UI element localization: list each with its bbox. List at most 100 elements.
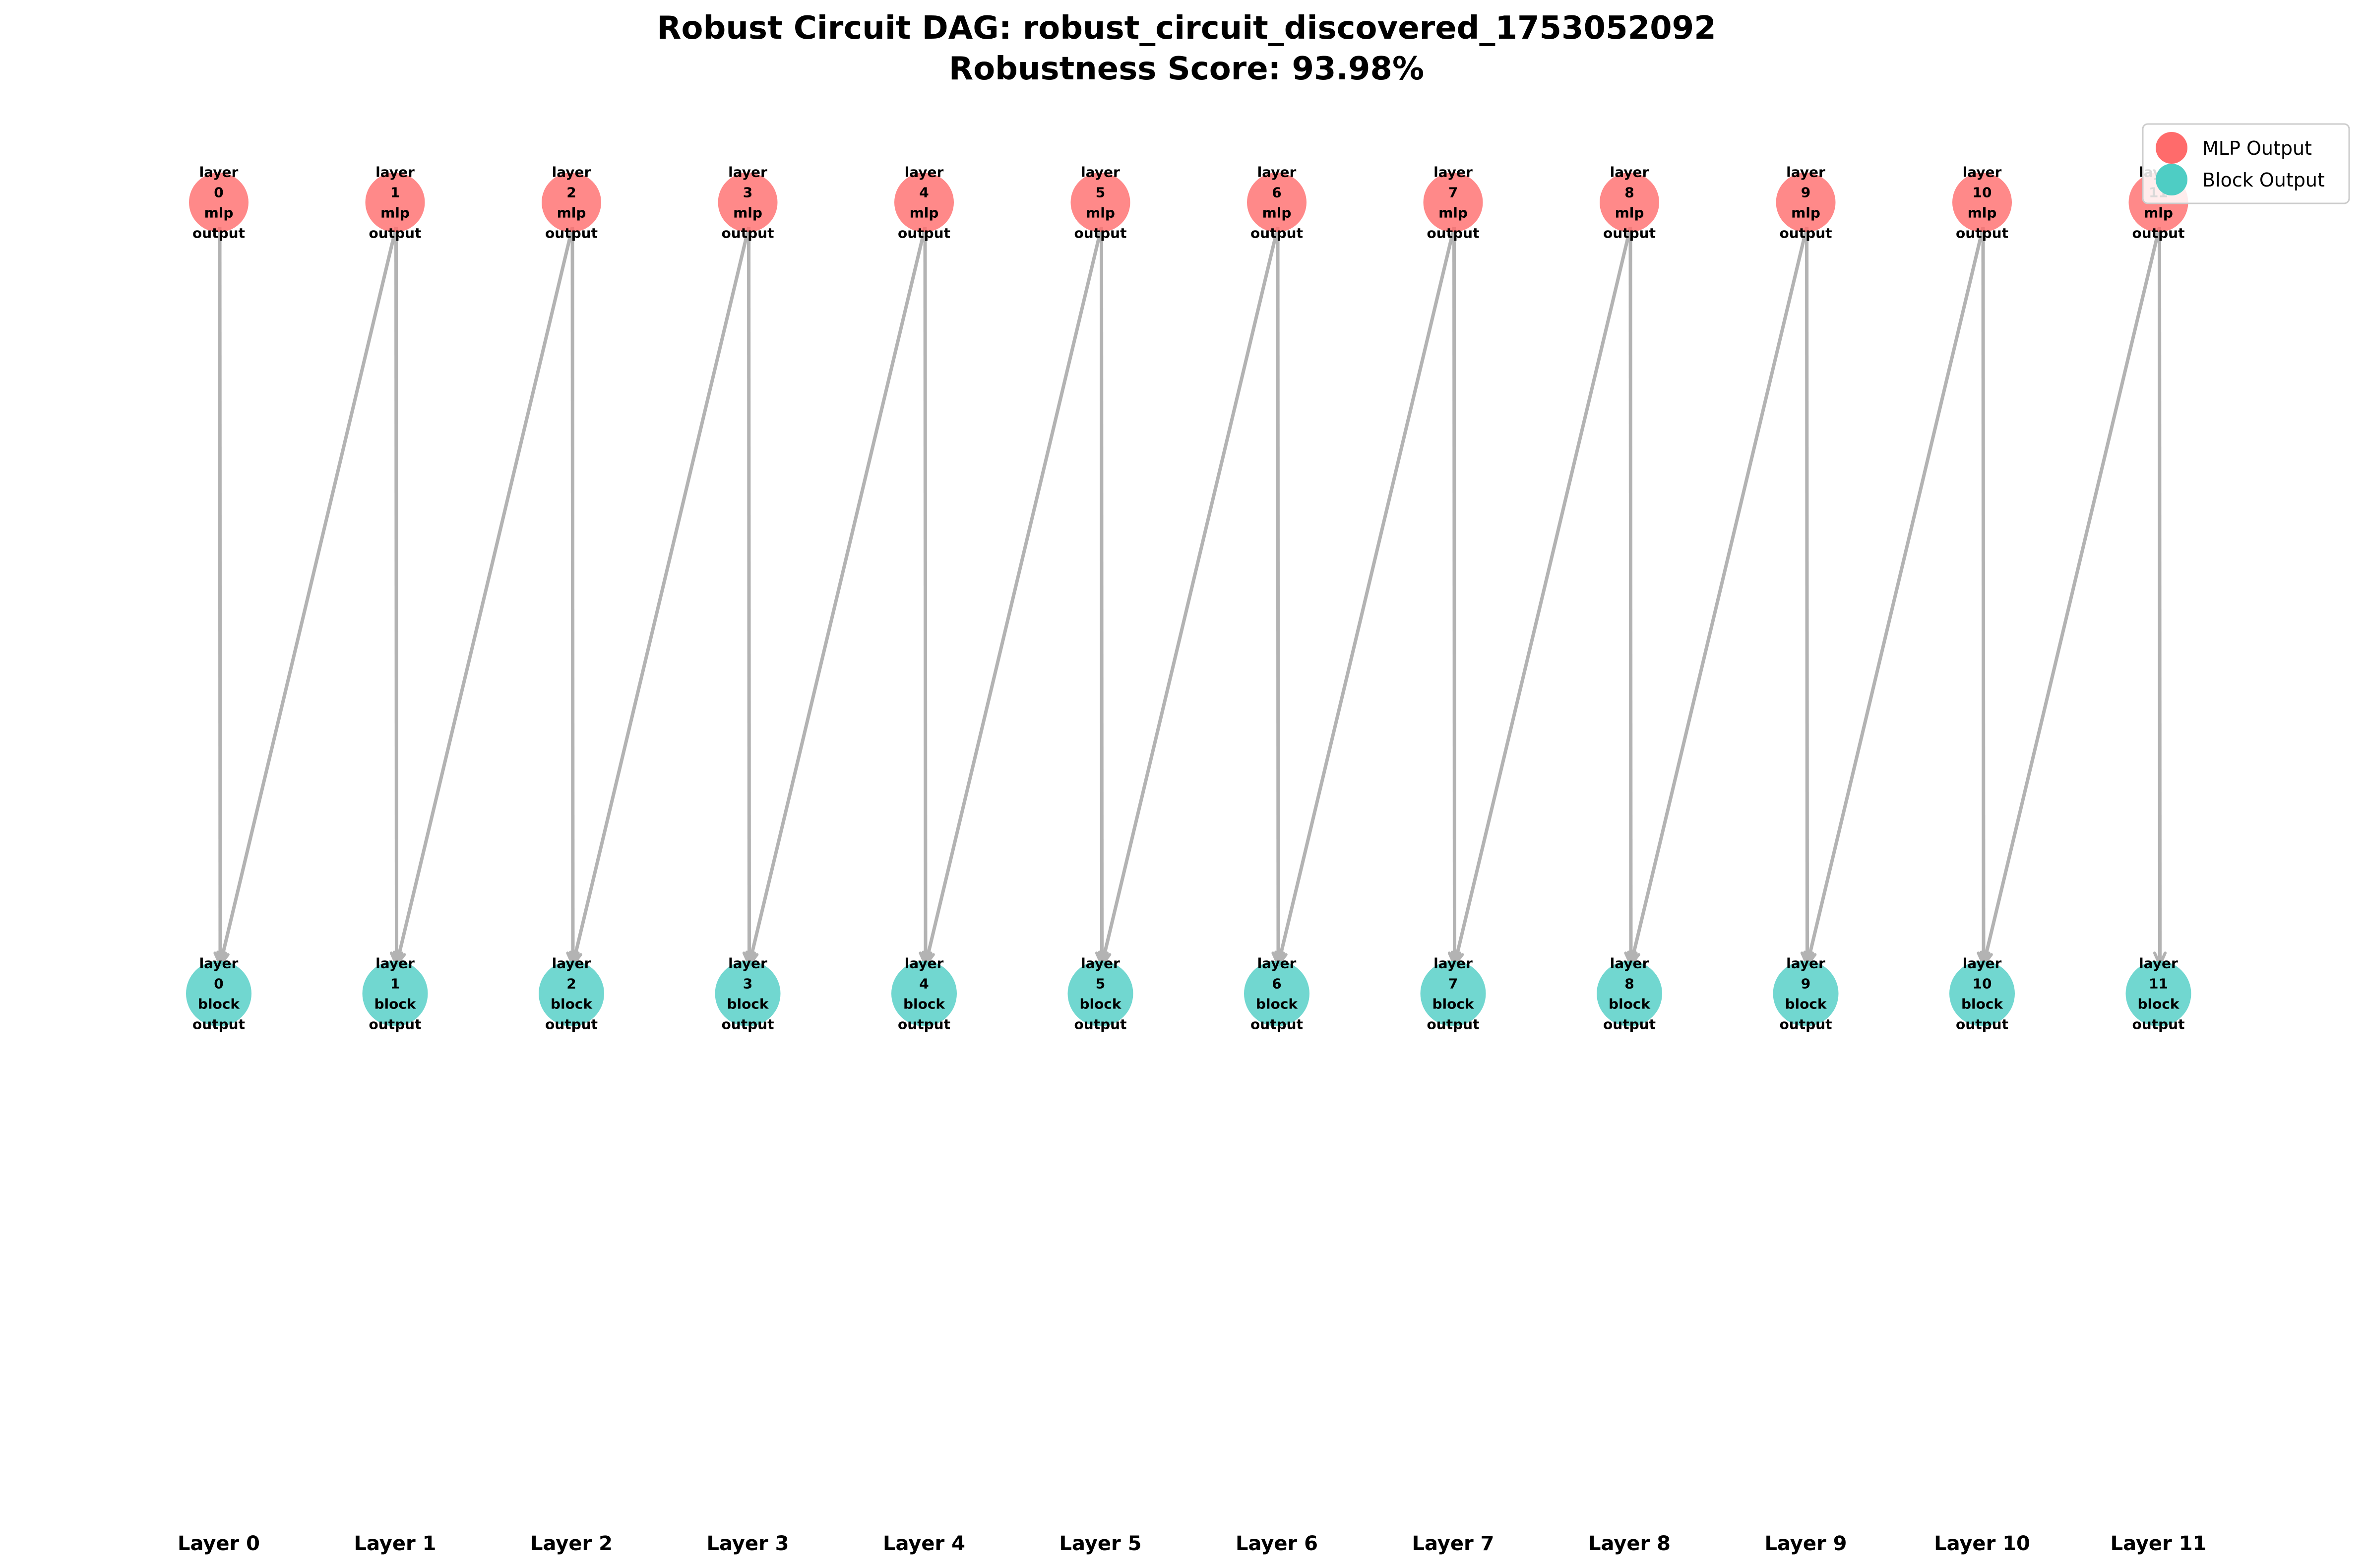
- edge-mlp7-to-block7: [1452, 227, 1456, 965]
- mlp-node-label-10-line-0: layer: [1963, 164, 2002, 181]
- legend-mlp-label: MLP Output: [2202, 137, 2312, 159]
- layer-label-11: Layer 11: [2111, 1532, 2207, 1555]
- mlp-node-label-10-line-1: 10: [1973, 185, 1992, 201]
- block-node-4: layer 4 block output: [891, 955, 957, 1033]
- block-node-label-6-line-3: output: [1250, 1016, 1303, 1033]
- block-node-label-1-line-1: 1: [390, 976, 400, 992]
- block-node-label-8-line-1: 8: [1624, 976, 1634, 992]
- block-node-label-3-line-3: output: [722, 1016, 774, 1033]
- block-node-3: layer 3 block output: [715, 955, 781, 1033]
- mlp-node-label-9-line-1: 9: [1801, 185, 1810, 201]
- block-node-11: layer 11 block output: [2125, 955, 2191, 1033]
- block-node-label-9-line-0: layer: [1786, 955, 1825, 972]
- edge-mlp4-to-block4: [923, 227, 928, 965]
- mlp-node-circle-2: [542, 173, 601, 232]
- layer-label-1: Layer 1: [354, 1532, 436, 1555]
- block-node-label-9-line-2: block: [1785, 996, 1827, 1012]
- block-node-label-10-line-1: 10: [1973, 976, 1992, 992]
- block-node-label-1-line-0: layer: [375, 955, 415, 972]
- block-node-circle-5: [1067, 961, 1133, 1026]
- block-node-0: layer 0 block output: [186, 955, 251, 1033]
- mlp-node-label-5-line-3: output: [1074, 225, 1127, 242]
- mlp-node-circle-8: [1600, 173, 1659, 232]
- mlp-node-5: layer 5 mlp output: [1070, 164, 1130, 242]
- mlp-node-circle-9: [1776, 173, 1836, 232]
- block-node-label-1-line-2: block: [374, 996, 416, 1012]
- block-node-label-7-line-1: 7: [1448, 976, 1458, 992]
- block-node-label-11-line-1: 11: [2149, 976, 2168, 992]
- mlp-node-circle-5: [1070, 173, 1130, 232]
- layer-labels-group: Layer 0 Layer 1 Layer 2 Layer 3 Layer 4 Layer…: [178, 1532, 2206, 1555]
- legend-mlp-swatch: [2156, 132, 2187, 164]
- mlp-node-label-4-line-2: mlp: [910, 205, 939, 221]
- mlp-node-label-6-line-3: output: [1250, 225, 1303, 242]
- edge-mlp10-to-block10: [1981, 227, 1986, 965]
- mlp-node-circle-6: [1247, 173, 1307, 232]
- block-node-1: layer 1 block output: [362, 955, 428, 1033]
- mlp-node-label-1-line-2: mlp: [380, 205, 410, 221]
- block-node-label-7-line-2: block: [1432, 996, 1474, 1012]
- block-node-label-4-line-2: block: [903, 996, 945, 1012]
- block-node-label-11-line-2: block: [2137, 996, 2179, 1012]
- block-node-label-2-line-2: block: [551, 996, 593, 1012]
- mlp-node-9: layer 9 mlp output: [1776, 164, 1836, 242]
- mlp-node-label-5-line-2: mlp: [1086, 205, 1115, 221]
- block-node-circle-2: [539, 961, 604, 1026]
- block-node-label-3-line-1: 3: [743, 976, 752, 992]
- mlp-node-label-7-line-1: 7: [1448, 185, 1458, 201]
- mlp-node-label-5-line-1: 5: [1096, 185, 1105, 201]
- block-node-circle-1: [362, 961, 428, 1026]
- block-node-5: layer 5 block output: [1067, 955, 1133, 1033]
- mlp-node-label-8-line-0: layer: [1610, 164, 1649, 181]
- block-node-label-8-line-3: output: [1603, 1016, 1656, 1033]
- edges-group: [213, 227, 2167, 966]
- block-node-label-9-line-3: output: [1780, 1016, 1832, 1033]
- mlp-node-label-10-line-3: output: [1956, 225, 2008, 242]
- edge-mlp7-to-block6: [1276, 227, 1456, 965]
- mlp-node-circle-7: [1423, 173, 1483, 232]
- block-node-2: layer 2 block output: [539, 955, 604, 1033]
- mlp-node-label-11-line-2: mlp: [2144, 205, 2173, 221]
- mlp-node-label-2-line-1: 2: [566, 185, 576, 201]
- block-node-label-4-line-1: 4: [919, 976, 929, 992]
- block-node-label-0-line-0: layer: [199, 955, 239, 972]
- layer-label-0: Layer 0: [178, 1532, 260, 1555]
- nodes-group: layer 0 mlp output layer 1 mlp output layer 2 mlp o…: [186, 164, 2191, 1033]
- block-node-label-7-line-3: output: [1427, 1016, 1480, 1033]
- block-node-label-5-line-1: 5: [1096, 976, 1105, 992]
- block-node-9: layer 9 block output: [1773, 955, 1839, 1033]
- block-node-label-6-line-1: 6: [1272, 976, 1281, 992]
- block-node-6: layer 6 block output: [1244, 955, 1309, 1033]
- block-node-label-4-line-0: layer: [905, 955, 944, 972]
- layer-label-2: Layer 2: [530, 1532, 613, 1555]
- block-node-circle-6: [1244, 961, 1309, 1026]
- mlp-node-label-3-line-1: 3: [743, 185, 752, 201]
- edge-mlp4-to-block3: [747, 227, 927, 965]
- mlp-node-circle-10: [1952, 173, 2012, 232]
- mlp-node-label-8-line-3: output: [1603, 225, 1656, 242]
- mlp-node-label-0-line-3: output: [192, 225, 245, 242]
- legend-frame: [2142, 123, 2350, 204]
- mlp-node-7: layer 7 mlp output: [1423, 164, 1483, 242]
- block-node-label-10-line-3: output: [1956, 1016, 2008, 1033]
- edge-mlp8-to-block8: [1628, 227, 1633, 965]
- title-line-1: Robust Circuit DAG: robust_circuit_disco…: [657, 10, 1716, 47]
- mlp-node-8: layer 8 mlp output: [1600, 164, 1659, 242]
- mlp-node-label-5-line-0: layer: [1081, 164, 1120, 181]
- mlp-node-circle-0: [189, 173, 249, 232]
- mlp-node-label-9-line-2: mlp: [1791, 205, 1820, 221]
- block-node-label-9-line-1: 9: [1801, 976, 1810, 992]
- mlp-node-label-8-line-1: 8: [1624, 185, 1634, 201]
- mlp-node-10: layer 10 mlp output: [1952, 164, 2012, 242]
- layer-label-5: Layer 5: [1059, 1532, 1142, 1555]
- mlp-node-label-0-line-1: 0: [214, 185, 223, 201]
- layer-label-3: Layer 3: [707, 1532, 789, 1555]
- block-node-label-2-line-0: layer: [552, 955, 591, 972]
- mlp-node-circle-1: [365, 173, 425, 232]
- block-node-label-0-line-3: output: [192, 1016, 245, 1033]
- mlp-node-circle-4: [894, 173, 954, 232]
- mlp-node-label-11-line-3: output: [2132, 225, 2185, 242]
- mlp-node-0: layer 0 mlp output: [189, 164, 249, 242]
- edge-mlp8-to-block7: [1453, 227, 1632, 965]
